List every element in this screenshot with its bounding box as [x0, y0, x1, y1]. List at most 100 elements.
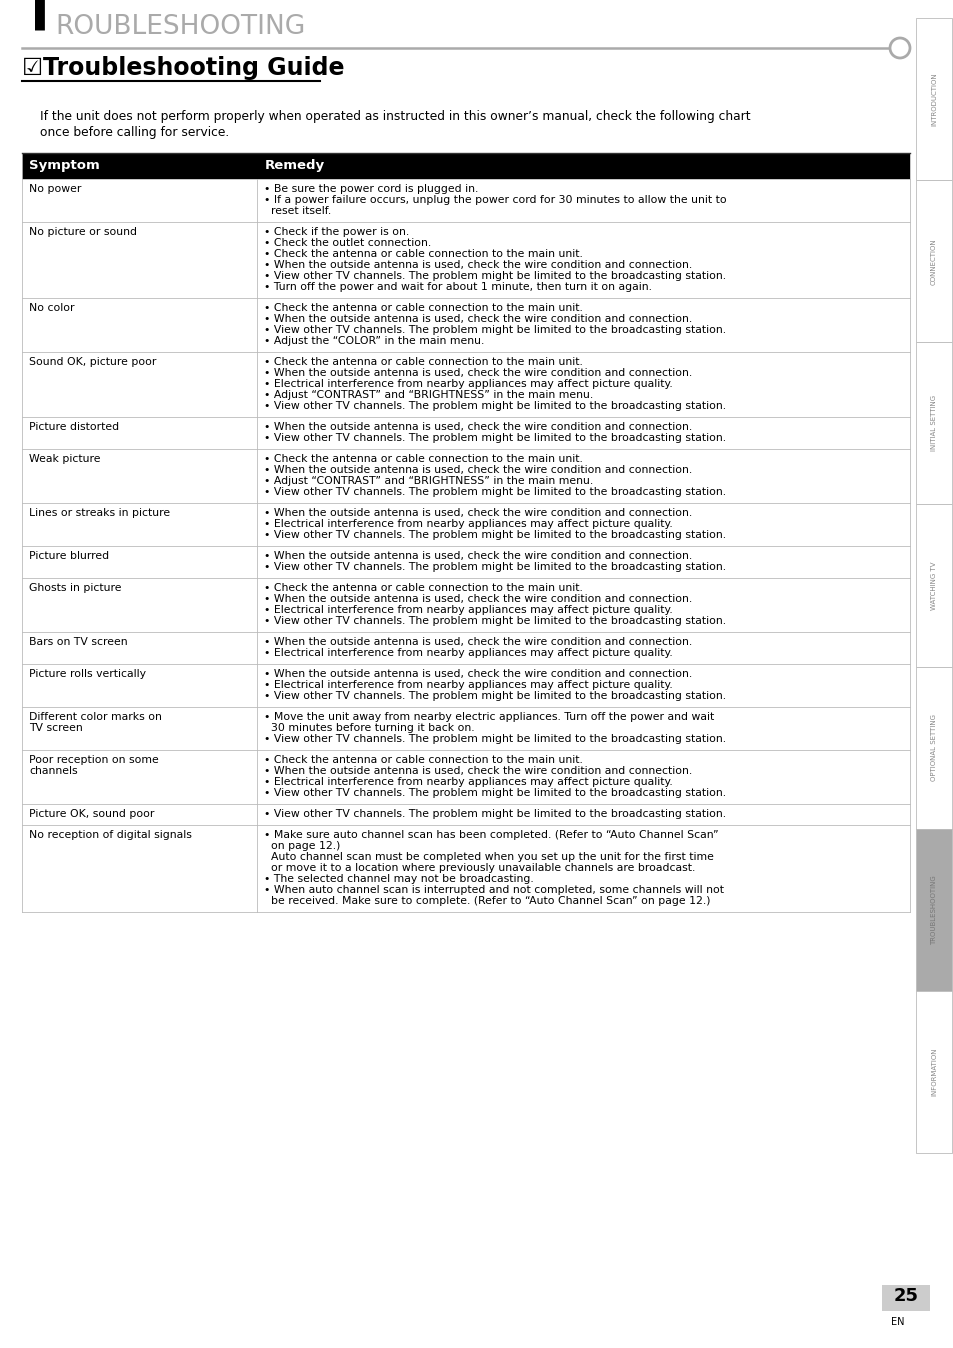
Text: be received. Make sure to complete. (Refer to “Auto Channel Scan” on page 12.): be received. Make sure to complete. (Ref… — [264, 896, 710, 906]
Bar — [882, 1285, 929, 1312]
Bar — [915, 181, 951, 342]
Text: Remedy: Remedy — [264, 159, 324, 173]
Text: Different color marks on: Different color marks on — [29, 712, 162, 723]
Bar — [915, 666, 951, 829]
Text: • Check the antenna or cable connection to the main unit.: • Check the antenna or cable connection … — [264, 357, 582, 367]
Bar — [22, 222, 909, 298]
Text: • View other TV channels. The problem might be limited to the broadcasting stati: • View other TV channels. The problem mi… — [264, 562, 725, 572]
Text: Symptom: Symptom — [29, 159, 100, 173]
Bar — [22, 578, 909, 632]
Text: CONNECTION: CONNECTION — [930, 237, 936, 284]
Text: Auto channel scan must be completed when you set up the unit for the first time: Auto channel scan must be completed when… — [264, 852, 714, 861]
Text: • View other TV channels. The problem might be limited to the broadcasting stati: • View other TV channels. The problem mi… — [264, 789, 725, 798]
Text: INTRODUCTION: INTRODUCTION — [930, 73, 936, 125]
Text: INITIAL SETTING: INITIAL SETTING — [930, 395, 936, 452]
Text: T: T — [22, 0, 58, 40]
Text: Picture distorted: Picture distorted — [29, 422, 119, 431]
Bar — [915, 504, 951, 666]
Circle shape — [889, 38, 909, 58]
Text: • Electrical interference from nearby appliances may affect picture quality.: • Electrical interference from nearby ap… — [264, 519, 673, 528]
Text: reset itself.: reset itself. — [264, 206, 332, 216]
Bar — [22, 825, 909, 913]
Text: • View other TV channels. The problem might be limited to the broadcasting stati: • View other TV channels. The problem mi… — [264, 616, 725, 625]
Text: • Electrical interference from nearby appliances may affect picture quality.: • Electrical interference from nearby ap… — [264, 379, 673, 390]
Text: Ghosts in picture: Ghosts in picture — [29, 582, 121, 593]
Bar — [22, 352, 909, 417]
Text: TV screen: TV screen — [29, 723, 83, 733]
Text: on page 12.): on page 12.) — [264, 841, 340, 851]
Text: OPTIONAL SETTING: OPTIONAL SETTING — [930, 714, 936, 780]
Text: • View other TV channels. The problem might be limited to the broadcasting stati: • View other TV channels. The problem mi… — [264, 530, 725, 541]
Text: • Adjust “CONTRAST” and “BRIGHTNESS” in the main menu.: • Adjust “CONTRAST” and “BRIGHTNESS” in … — [264, 476, 593, 487]
Text: once before calling for service.: once before calling for service. — [40, 125, 229, 139]
Text: • View other TV channels. The problem might be limited to the broadcasting stati: • View other TV channels. The problem mi… — [264, 433, 725, 443]
Text: • View other TV channels. The problem might be limited to the broadcasting stati: • View other TV channels. The problem mi… — [264, 692, 725, 701]
Text: • When the outside antenna is used, check the wire condition and connection.: • When the outside antenna is used, chec… — [264, 422, 692, 431]
Bar — [22, 706, 909, 749]
Text: • When the outside antenna is used, check the wire condition and connection.: • When the outside antenna is used, chec… — [264, 368, 692, 377]
Text: • Check the outlet connection.: • Check the outlet connection. — [264, 239, 431, 248]
Text: EN: EN — [890, 1317, 903, 1326]
Bar — [22, 154, 909, 179]
Text: • View other TV channels. The problem might be limited to the broadcasting stati: • View other TV channels. The problem mi… — [264, 400, 725, 411]
Text: • Electrical interference from nearby appliances may affect picture quality.: • Electrical interference from nearby ap… — [264, 776, 673, 787]
Text: INFORMATION: INFORMATION — [930, 1047, 936, 1096]
Text: • When the outside antenna is used, check the wire condition and connection.: • When the outside antenna is used, chec… — [264, 638, 692, 647]
Text: • Check the antenna or cable connection to the main unit.: • Check the antenna or cable connection … — [264, 303, 582, 313]
Text: • Move the unit away from nearby electric appliances. Turn off the power and wai: • Move the unit away from nearby electri… — [264, 712, 714, 723]
Text: Troubleshooting Guide: Troubleshooting Guide — [43, 57, 344, 80]
Text: No color: No color — [29, 303, 74, 313]
Text: • View other TV channels. The problem might be limited to the broadcasting stati: • View other TV channels. The problem mi… — [264, 487, 725, 497]
Bar — [915, 829, 951, 991]
Text: Sound OK, picture poor: Sound OK, picture poor — [29, 357, 156, 367]
Text: ☑: ☑ — [22, 57, 43, 80]
Text: • Electrical interference from nearby appliances may affect picture quality.: • Electrical interference from nearby ap… — [264, 679, 673, 690]
Text: • When the outside antenna is used, check the wire condition and connection.: • When the outside antenna is used, chec… — [264, 260, 692, 270]
Bar — [22, 803, 909, 825]
Text: • When the outside antenna is used, check the wire condition and connection.: • When the outside antenna is used, chec… — [264, 465, 692, 474]
Text: • View other TV channels. The problem might be limited to the broadcasting stati: • View other TV channels. The problem mi… — [264, 735, 725, 744]
Text: channels: channels — [29, 766, 77, 776]
Text: WATCHING TV: WATCHING TV — [930, 561, 936, 609]
Text: • When the outside antenna is used, check the wire condition and connection.: • When the outside antenna is used, chec… — [264, 508, 692, 518]
Text: Weak picture: Weak picture — [29, 454, 100, 464]
Text: • Check the antenna or cable connection to the main unit.: • Check the antenna or cable connection … — [264, 582, 582, 593]
Text: No reception of digital signals: No reception of digital signals — [29, 830, 192, 840]
Text: No picture or sound: No picture or sound — [29, 226, 137, 237]
Text: Picture rolls vertically: Picture rolls vertically — [29, 669, 146, 679]
Text: • Check the antenna or cable connection to the main unit.: • Check the antenna or cable connection … — [264, 755, 582, 766]
Text: No power: No power — [29, 183, 81, 194]
Text: 30 minutes before turning it back on.: 30 minutes before turning it back on. — [264, 723, 475, 733]
Text: • Adjust “CONTRAST” and “BRIGHTNESS” in the main menu.: • Adjust “CONTRAST” and “BRIGHTNESS” in … — [264, 390, 593, 400]
Bar — [22, 503, 909, 546]
Text: • Check the antenna or cable connection to the main unit.: • Check the antenna or cable connection … — [264, 454, 582, 464]
Text: or move it to a location where previously unavailable channels are broadcast.: or move it to a location where previousl… — [264, 863, 695, 874]
Text: • View other TV channels. The problem might be limited to the broadcasting stati: • View other TV channels. The problem mi… — [264, 325, 725, 336]
Text: • When the outside antenna is used, check the wire condition and connection.: • When the outside antenna is used, chec… — [264, 551, 692, 561]
Text: Bars on TV screen: Bars on TV screen — [29, 638, 128, 647]
Text: • When the outside antenna is used, check the wire condition and connection.: • When the outside antenna is used, chec… — [264, 314, 692, 324]
Text: • Check the antenna or cable connection to the main unit.: • Check the antenna or cable connection … — [264, 249, 582, 259]
Text: • Turn off the power and wait for about 1 minute, then turn it on again.: • Turn off the power and wait for about … — [264, 282, 652, 293]
Bar — [22, 665, 909, 706]
Bar — [915, 18, 951, 181]
Text: 25: 25 — [893, 1287, 918, 1305]
Text: • Adjust the “COLOR” in the main menu.: • Adjust the “COLOR” in the main menu. — [264, 336, 484, 346]
Bar — [22, 298, 909, 352]
Text: TROUBLESHOOTING: TROUBLESHOOTING — [930, 875, 936, 945]
Bar — [22, 632, 909, 665]
Bar — [22, 417, 909, 449]
Text: If the unit does not perform properly when operated as instructed in this owner’: If the unit does not perform properly wh… — [40, 111, 750, 123]
Text: • Make sure auto channel scan has been completed. (Refer to “Auto Channel Scan”: • Make sure auto channel scan has been c… — [264, 830, 719, 840]
Bar — [22, 179, 909, 222]
Bar — [22, 749, 909, 803]
Text: Lines or streaks in picture: Lines or streaks in picture — [29, 508, 170, 518]
Text: • When auto channel scan is interrupted and not completed, some channels will no: • When auto channel scan is interrupted … — [264, 886, 723, 895]
Text: Picture blurred: Picture blurred — [29, 551, 109, 561]
Text: • The selected channel may not be broadcasting.: • The selected channel may not be broadc… — [264, 874, 534, 884]
Bar — [915, 991, 951, 1153]
Text: • If a power failure occurs, unplug the power cord for 30 minutes to allow the u: • If a power failure occurs, unplug the … — [264, 195, 726, 205]
Bar — [915, 342, 951, 504]
Text: Picture OK, sound poor: Picture OK, sound poor — [29, 809, 154, 820]
Text: ROUBLESHOOTING: ROUBLESHOOTING — [55, 13, 305, 40]
